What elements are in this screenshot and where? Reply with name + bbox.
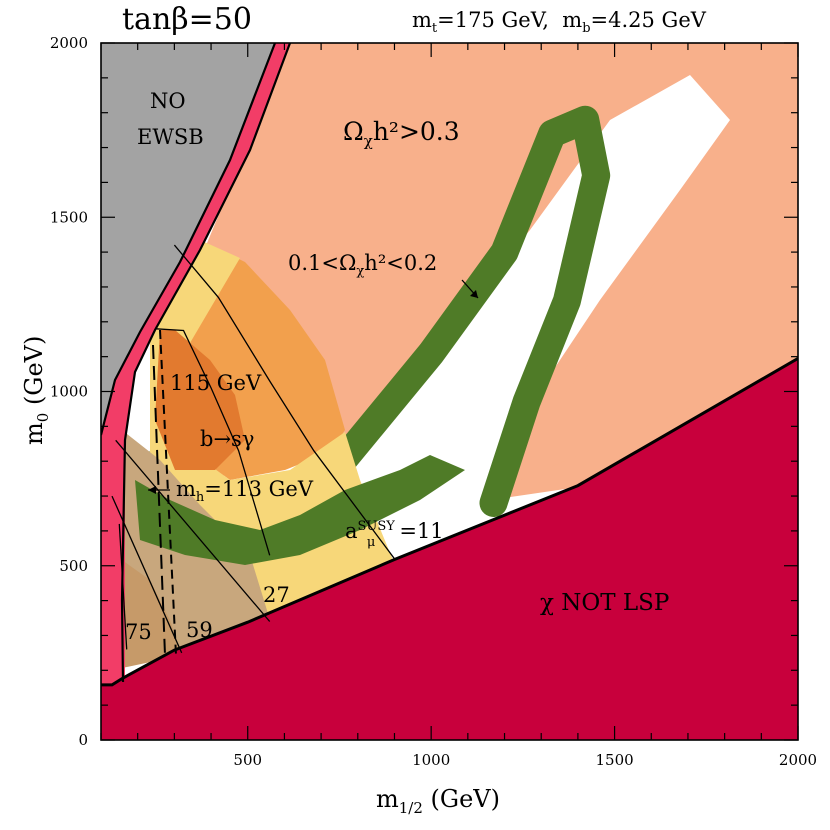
region-overdense-lobe [520,145,798,480]
y-tick-label: 0 [78,731,88,749]
contour-higgs-113 [155,328,271,556]
contour-higgs-115 [173,244,396,560]
label-g2-59: 59 [186,618,213,642]
contour-gminus2-27 [115,439,271,622]
y-tick-label: 1500 [50,208,88,226]
label-g2-75: 75 [125,620,152,644]
x-tick-label: 1500 [595,751,633,769]
mb-value: 4.25 GeV [608,8,706,32]
mt-value: 175 GeV [454,8,543,32]
y-tick-label: 2000 [50,34,88,52]
contour-bsg-dashed [159,329,177,656]
x-axis-title: m1/2 (GeV) [376,785,500,817]
label-no-ewsb-1: NO [150,89,186,113]
x-axis-ticks: 500 1000 1500 2000 [233,751,817,769]
label-g2-27: 27 [263,583,290,607]
boundary-lsp [101,357,798,687]
tanbeta-label: tanβ=50 [122,2,252,37]
label-no-ewsb-2: EWSB [137,125,204,149]
region-no-ewsb [101,43,275,430]
y-tick-label: 500 [59,557,88,575]
x-tick-label: 500 [233,751,262,769]
y-tick-label: 1000 [50,383,88,401]
region-wmap-lower [135,455,465,565]
label-higgs-115: 115 GeV [170,371,262,395]
boundary-no-ewsb [101,43,277,436]
x-tick-label: 1000 [412,751,450,769]
plot-area [101,43,798,740]
axis-ticks [100,42,799,741]
region-not-lsp [101,358,798,740]
label-overdense: Ωχh²>0.3 [343,117,460,150]
label-bsg: b→sγ [200,427,254,451]
x-tick-label: 2000 [779,751,817,769]
boundary-pink [120,43,292,683]
y-axis-ticks: 0 500 1000 1500 2000 [50,34,88,749]
y-axis-title: m0 (GeV) [20,336,52,445]
mass-parameters: mt=175 GeV, mb=4.25 GeV [412,8,706,37]
region-pink-band [101,43,290,688]
label-wmap: 0.1<Ωχh²<0.2 [288,251,437,279]
wmap-arrowhead [470,290,478,298]
region-gminus2-inner [122,560,180,668]
contour-mh-dashed [152,344,166,656]
label-not-lsp: χ NOT LSP [540,590,669,616]
region-bsg [155,330,245,470]
